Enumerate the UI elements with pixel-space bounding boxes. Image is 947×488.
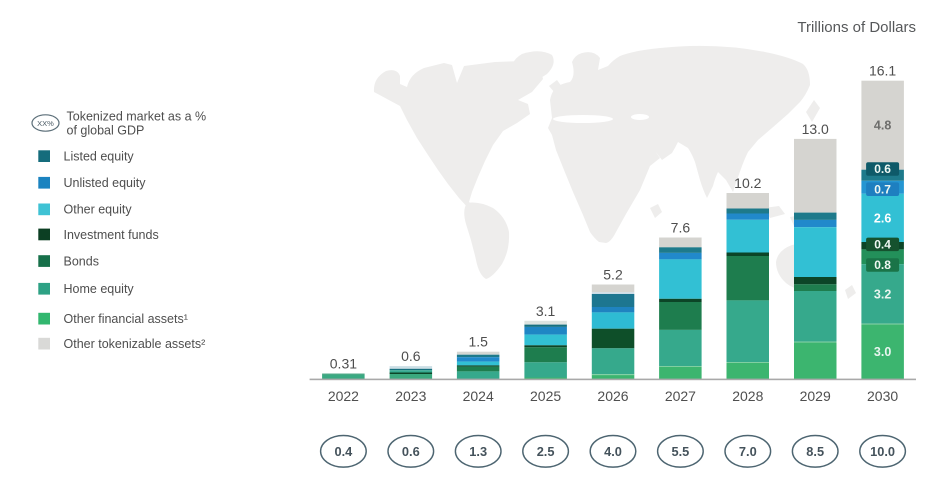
- svg-text:3.1: 3.1: [536, 303, 556, 319]
- svg-text:0.31: 0.31: [330, 356, 357, 372]
- svg-text:2026: 2026: [597, 388, 628, 404]
- svg-text:2029: 2029: [800, 388, 831, 404]
- svg-text:0.4: 0.4: [335, 444, 354, 459]
- svg-text:1.5: 1.5: [468, 334, 488, 350]
- svg-text:16.1: 16.1: [869, 63, 896, 79]
- svg-text:Tokenized market as a %: Tokenized market as a %: [67, 110, 207, 124]
- svg-text:0.6: 0.6: [874, 162, 891, 176]
- svg-text:0.6: 0.6: [401, 348, 421, 364]
- svg-text:2030: 2030: [867, 388, 898, 404]
- svg-text:1.3: 1.3: [469, 444, 487, 459]
- svg-text:Other tokenizable assets²: Other tokenizable assets²: [64, 337, 206, 351]
- svg-text:2025: 2025: [530, 388, 561, 404]
- svg-text:8.5: 8.5: [806, 444, 824, 459]
- svg-text:13.0: 13.0: [802, 121, 829, 137]
- svg-text:7.6: 7.6: [671, 220, 691, 236]
- svg-text:0.4: 0.4: [874, 238, 891, 252]
- svg-text:Other financial assets¹: Other financial assets¹: [64, 312, 188, 326]
- svg-text:4.0: 4.0: [604, 444, 622, 459]
- svg-text:Listed equity: Listed equity: [64, 150, 135, 164]
- svg-text:0.6: 0.6: [402, 444, 420, 459]
- svg-text:Home equity: Home equity: [64, 282, 135, 296]
- svg-text:3.0: 3.0: [874, 345, 891, 359]
- svg-text:2024: 2024: [463, 388, 494, 404]
- svg-text:7.0: 7.0: [739, 444, 757, 459]
- svg-text:Other equity: Other equity: [64, 203, 133, 217]
- svg-text:Bonds: Bonds: [64, 254, 99, 268]
- svg-text:2027: 2027: [665, 388, 696, 404]
- svg-text:2.5: 2.5: [537, 444, 555, 459]
- svg-text:5.2: 5.2: [603, 267, 623, 283]
- svg-text:XX%: XX%: [37, 119, 54, 128]
- svg-text:of global GDP: of global GDP: [67, 124, 145, 138]
- svg-text:3.2: 3.2: [874, 287, 891, 301]
- svg-text:2023: 2023: [395, 388, 426, 404]
- svg-text:Investment funds: Investment funds: [64, 228, 159, 242]
- svg-text:2022: 2022: [328, 388, 359, 404]
- svg-text:10.2: 10.2: [734, 175, 761, 191]
- svg-text:10.0: 10.0: [870, 444, 895, 459]
- svg-text:2028: 2028: [732, 388, 763, 404]
- svg-text:0.7: 0.7: [874, 183, 891, 197]
- svg-text:5.5: 5.5: [672, 444, 690, 459]
- svg-text:4.8: 4.8: [874, 118, 891, 132]
- svg-text:Trillions of Dollars: Trillions of Dollars: [797, 19, 916, 36]
- svg-text:Unlisted equity: Unlisted equity: [64, 176, 147, 190]
- svg-text:0.8: 0.8: [874, 258, 891, 272]
- svg-text:2.6: 2.6: [874, 211, 891, 225]
